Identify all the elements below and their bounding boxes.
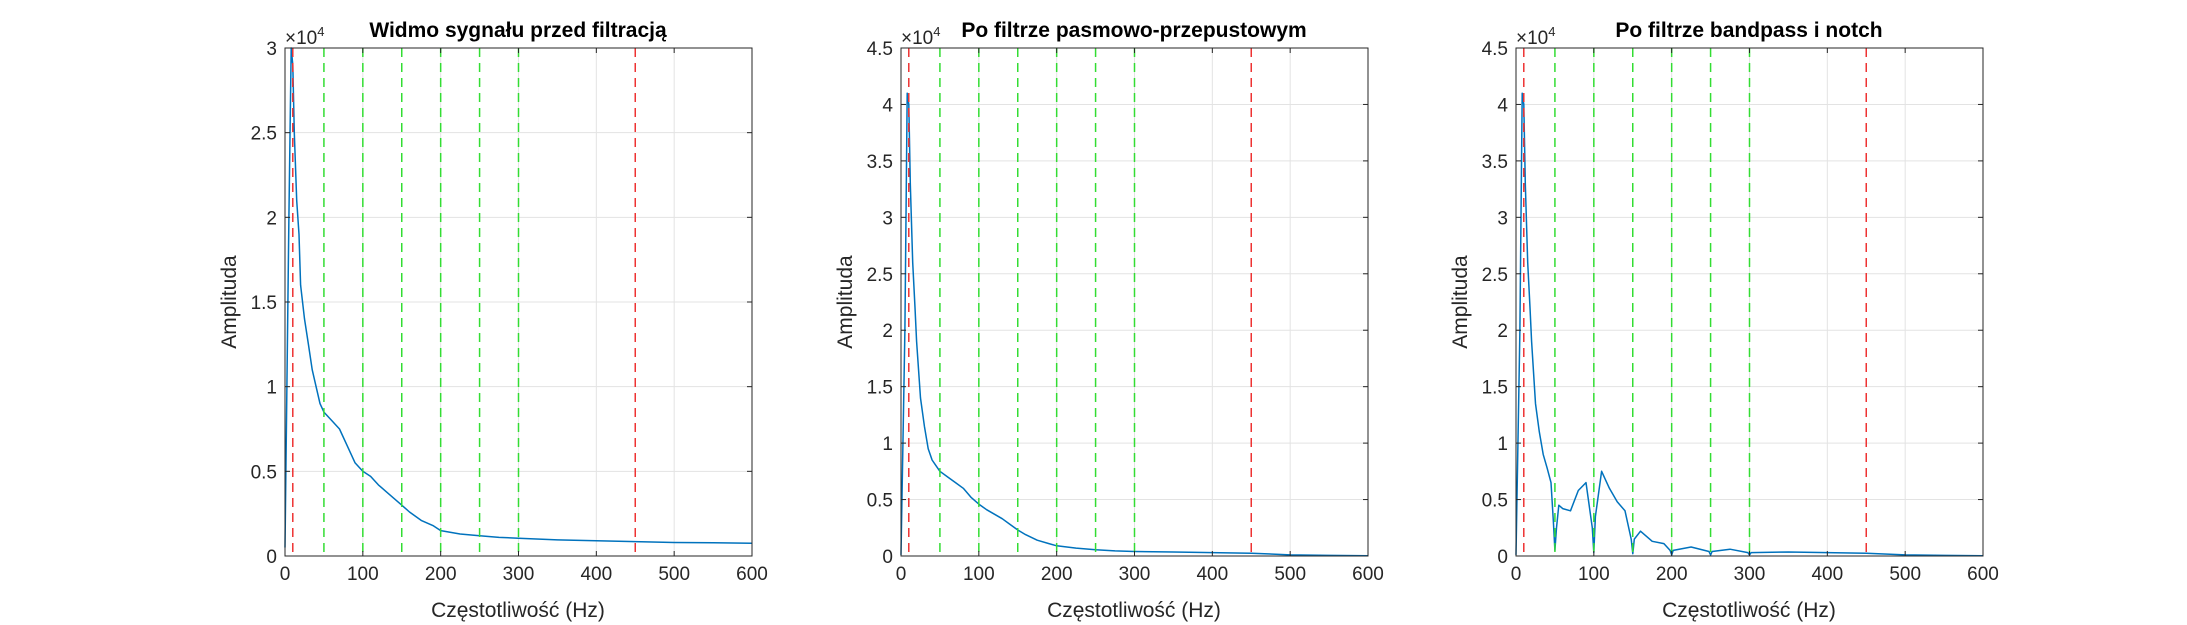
- x-axis-title: Częstotliwość (Hz): [431, 599, 605, 622]
- y-tick-label: 3: [266, 39, 277, 60]
- x-axis-title: Częstotliwość (Hz): [1047, 599, 1221, 622]
- x-tick-label: 300: [503, 564, 535, 585]
- y-tick-label: 0: [1497, 547, 1508, 568]
- spectrum-panel-after-bandpass: 0 100 200 300 400 500 60000.511.522.533.544.5 …: [834, 19, 1384, 622]
- spectrum-series-line: [284, 47, 753, 548]
- x-tick-label: 400: [1811, 564, 1843, 585]
- x-tick-label: 300: [1119, 564, 1151, 585]
- x-tick-label: 300: [1734, 564, 1766, 585]
- spectrum-series-line: [1515, 92, 1984, 557]
- y-tick-label: 1: [266, 378, 277, 399]
- x-tick-label: 600: [1967, 564, 1999, 585]
- x-tick-label: 400: [1196, 564, 1228, 585]
- y-exponent-base: ×10: [1516, 28, 1548, 49]
- y-tick-label: 3: [882, 208, 893, 229]
- x-axis-title: Częstotliwość (Hz): [1662, 599, 1836, 622]
- y-tick-label: 0: [882, 547, 893, 568]
- x-tick-label: 100: [963, 564, 995, 585]
- y-axis-title: Amplituda: [218, 255, 241, 349]
- x-tick-label: 500: [658, 564, 690, 585]
- y-exponent-label: ×104: [901, 24, 940, 49]
- y-tick-label: 2.5: [251, 124, 277, 145]
- x-tick-label: 600: [1352, 564, 1384, 585]
- y-exponent-base: ×10: [285, 28, 317, 49]
- y-tick-label: 2.5: [1482, 265, 1508, 286]
- y-tick-label: 0.5: [1482, 491, 1508, 512]
- chart-title: Po filtrze bandpass i notch: [1615, 19, 1882, 42]
- y-tick-label: 2.5: [867, 265, 893, 286]
- y-tick-label: 1: [882, 434, 893, 455]
- y-exponent-power: 4: [933, 24, 940, 39]
- y-tick-label: 0.5: [867, 491, 893, 512]
- y-axis-title: Amplituda: [834, 255, 857, 349]
- x-tick-label: 100: [1578, 564, 1610, 585]
- y-exponent-base: ×10: [901, 28, 933, 49]
- y-tick-label: 2: [882, 321, 893, 342]
- spectrum-series-line: [900, 92, 1369, 557]
- y-tick-label: 1: [1497, 434, 1508, 455]
- x-tick-label: 200: [1041, 564, 1073, 585]
- y-tick-label: 3: [1497, 208, 1508, 229]
- x-tick-label: 600: [736, 564, 768, 585]
- y-tick-label: 4: [1497, 95, 1508, 116]
- y-tick-label: 4: [882, 95, 893, 116]
- y-axis-title: Amplituda: [1449, 255, 1472, 349]
- spectrum-panel-before-filtering: 0 100 200 300 400 500 600 0 0.5 1 1.5 2 2.5 3 Widmo s…: [218, 19, 768, 622]
- y-tick-label: 4.5: [867, 39, 893, 60]
- x-tick-label: 100: [347, 564, 379, 585]
- y-tick-label: 2: [266, 208, 277, 229]
- y-exponent-power: 4: [317, 24, 324, 39]
- x-tick-label: 500: [1889, 564, 1921, 585]
- x-tick-label: 0: [896, 564, 907, 585]
- chart-title: Widmo sygnału przed filtracją: [369, 19, 667, 42]
- y-tick-label: 0.5: [251, 462, 277, 483]
- spectrum-panel-after-bandpass-notch: 0 100 200 300 400 500 60000.511.522.533.544.5 …: [1449, 19, 1999, 622]
- x-tick-label: 200: [425, 564, 457, 585]
- x-tick-label: 500: [1274, 564, 1306, 585]
- chart-title: Po filtrze pasmowo-przepustowym: [961, 19, 1306, 42]
- y-exponent-power: 4: [1548, 24, 1555, 39]
- y-tick-label: 2: [1497, 321, 1508, 342]
- y-tick-label: 0: [266, 547, 277, 568]
- y-tick-label: 1.5: [1482, 378, 1508, 399]
- x-tick-label: 200: [1656, 564, 1688, 585]
- y-tick-label: 3.5: [867, 152, 893, 173]
- y-tick-label: 1.5: [867, 378, 893, 399]
- y-tick-label: 1.5: [251, 293, 277, 314]
- x-tick-label: 400: [580, 564, 612, 585]
- y-tick-label: 3.5: [1482, 152, 1508, 173]
- y-exponent-label: ×104: [1516, 24, 1555, 49]
- x-tick-label: 0: [1511, 564, 1522, 585]
- y-exponent-label: ×104: [285, 24, 324, 49]
- x-tick-label: 0: [280, 564, 291, 585]
- y-tick-label: 4.5: [1482, 39, 1508, 60]
